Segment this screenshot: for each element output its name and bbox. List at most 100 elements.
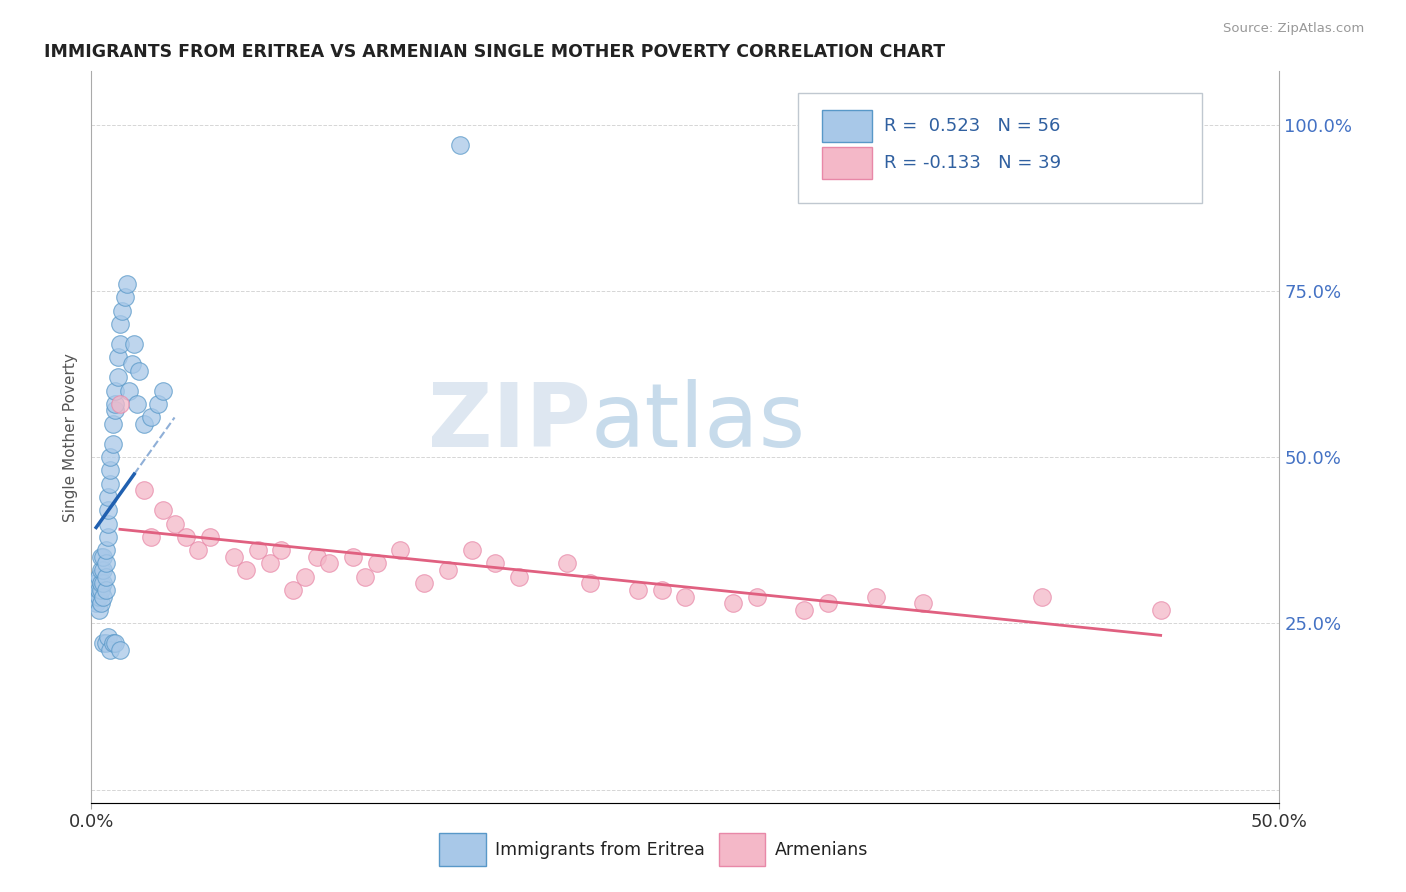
Text: R =  0.523   N = 56: R = 0.523 N = 56: [884, 117, 1060, 136]
Point: [436, 563, 458, 577]
Point: [307, 549, 329, 564]
Point: [865, 590, 887, 604]
Point: [259, 557, 281, 571]
Point: [94, 557, 117, 571]
Point: [107, 351, 129, 365]
Point: [270, 543, 292, 558]
Point: [87, 590, 110, 604]
Point: [139, 530, 162, 544]
Text: Source: ZipAtlas.com: Source: ZipAtlas.com: [1223, 22, 1364, 36]
Point: [114, 290, 136, 304]
Point: [94, 570, 117, 584]
Point: [125, 397, 148, 411]
Text: R = -0.133   N = 39: R = -0.133 N = 39: [884, 153, 1062, 172]
Point: [104, 403, 127, 417]
Point: [294, 570, 316, 584]
Point: [100, 450, 122, 464]
Point: [94, 543, 117, 558]
Point: [222, 549, 245, 564]
Point: [449, 137, 471, 152]
Point: [152, 384, 174, 398]
Point: [91, 636, 114, 650]
Point: [84, 596, 107, 610]
Point: [122, 337, 145, 351]
Point: [389, 543, 412, 558]
Point: [91, 549, 114, 564]
Point: [104, 384, 127, 398]
Point: [107, 370, 129, 384]
Point: [91, 590, 114, 604]
Point: [152, 503, 174, 517]
Point: [132, 483, 155, 498]
Point: [318, 557, 340, 571]
Point: [627, 582, 650, 597]
Point: [90, 596, 112, 610]
Text: IMMIGRANTS FROM ERITREA VS ARMENIAN SINGLE MOTHER POVERTY CORRELATION CHART: IMMIGRANTS FROM ERITREA VS ARMENIAN SING…: [44, 44, 945, 62]
Point: [111, 303, 134, 318]
Point: [745, 590, 768, 604]
Point: [508, 570, 530, 584]
Point: [90, 582, 112, 597]
Point: [246, 543, 269, 558]
Point: [100, 476, 122, 491]
Point: [90, 576, 112, 591]
Point: [579, 576, 602, 591]
FancyBboxPatch shape: [718, 833, 765, 866]
Point: [911, 596, 934, 610]
Point: [1031, 590, 1053, 604]
Point: [139, 410, 162, 425]
FancyBboxPatch shape: [799, 94, 1202, 203]
Point: [101, 636, 124, 650]
Point: [721, 596, 744, 610]
Point: [97, 530, 120, 544]
Point: [484, 557, 506, 571]
Point: [146, 397, 169, 411]
Point: [90, 563, 112, 577]
Point: [84, 576, 107, 591]
Point: [87, 582, 110, 597]
Point: [353, 570, 375, 584]
Point: [460, 543, 482, 558]
Point: [651, 582, 673, 597]
Point: [87, 570, 110, 584]
Point: [200, 530, 222, 544]
Point: [91, 563, 114, 577]
Y-axis label: Single Mother Poverty: Single Mother Poverty: [63, 352, 79, 522]
Point: [128, 363, 150, 377]
Point: [97, 503, 120, 517]
Point: [1149, 603, 1171, 617]
FancyBboxPatch shape: [823, 146, 872, 179]
Point: [84, 590, 107, 604]
Point: [176, 530, 198, 544]
Point: [673, 590, 696, 604]
Point: [94, 582, 117, 597]
Point: [97, 516, 120, 531]
FancyBboxPatch shape: [440, 833, 486, 866]
Point: [366, 557, 388, 571]
Point: [132, 417, 155, 431]
Point: [100, 643, 122, 657]
Point: [108, 397, 131, 411]
Point: [101, 417, 124, 431]
Point: [342, 549, 364, 564]
Point: [235, 563, 257, 577]
Point: [108, 643, 131, 657]
Point: [100, 463, 122, 477]
Point: [115, 277, 138, 292]
Point: [121, 357, 143, 371]
Point: [97, 490, 120, 504]
Text: ZIP: ZIP: [427, 379, 591, 466]
Point: [187, 543, 209, 558]
Point: [555, 557, 578, 571]
Point: [108, 337, 131, 351]
Point: [94, 636, 117, 650]
Point: [793, 603, 815, 617]
Point: [163, 516, 186, 531]
Point: [87, 603, 110, 617]
Point: [104, 636, 127, 650]
Text: Armenians: Armenians: [775, 840, 868, 859]
Point: [283, 582, 305, 597]
Text: atlas: atlas: [591, 379, 806, 466]
Point: [90, 549, 112, 564]
Point: [104, 397, 127, 411]
